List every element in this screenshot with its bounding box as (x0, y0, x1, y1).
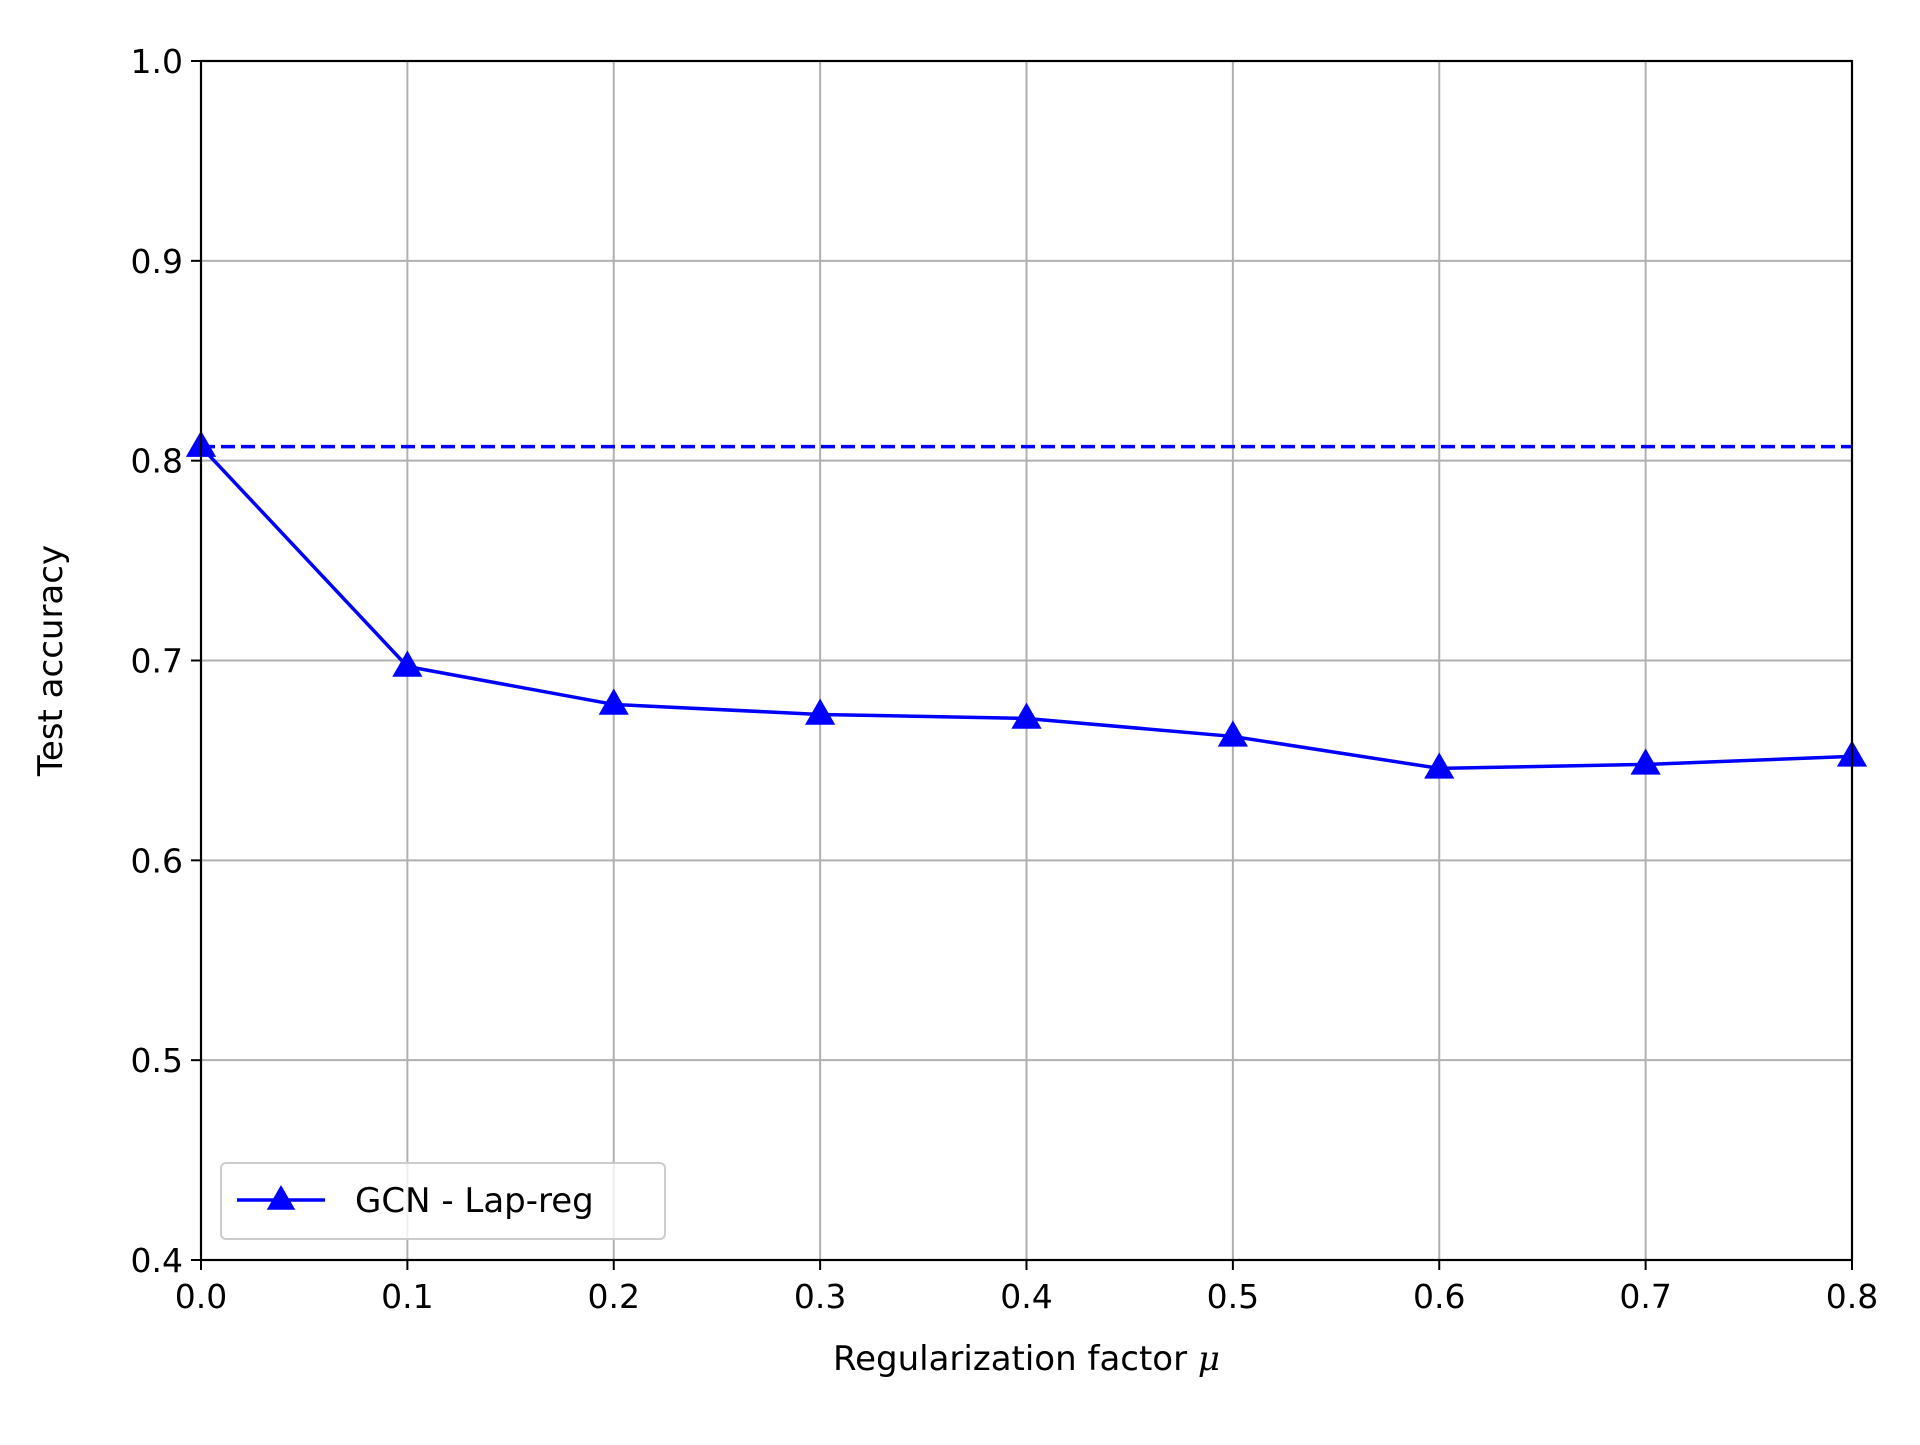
data-point (598, 688, 629, 715)
x-tick-label: 0.7 (1619, 1277, 1671, 1316)
legend: GCN - Lap-reg (220, 1162, 666, 1240)
data-point (1011, 702, 1042, 729)
y-tick-label: 0.6 (131, 841, 183, 880)
y-tick-label: 0.8 (131, 442, 183, 481)
data-point (1630, 748, 1661, 775)
x-tick-label: 0.4 (1000, 1277, 1052, 1316)
x-tick-label: 0.8 (1826, 1277, 1878, 1316)
y-tick-label: 1.0 (131, 42, 183, 81)
x-tick-label: 0.3 (794, 1277, 846, 1316)
legend-box (220, 1162, 666, 1240)
x-axis-label: Regularization factor μ (833, 1339, 1220, 1379)
y-tick-label: 0.4 (131, 1241, 183, 1280)
legend-marker-icon (266, 1185, 296, 1210)
x-tick-label: 0.1 (381, 1277, 433, 1316)
x-tick-label: 0.5 (1207, 1277, 1259, 1316)
x-axis-label-symbol: μ (1198, 1339, 1220, 1379)
x-tick-label: 0.6 (1413, 1277, 1465, 1316)
y-tick-label: 0.9 (131, 242, 183, 281)
y-axis-label: Test accuracy (31, 545, 71, 777)
y-tick-label: 0.7 (131, 642, 183, 681)
ticks: 0.0 0.1 0.2 0.3 0.4 0.5 0.6 0.7 0.8 0.4 0.5 0.6 0.7 0… (131, 42, 1879, 1316)
data-point (392, 650, 423, 677)
legend-label: GCN - Lap-reg (355, 1181, 594, 1221)
x-axis-label-text: Regularization factor (833, 1339, 1187, 1379)
data-point (1217, 720, 1248, 747)
x-tick-label: 0.0 (175, 1277, 227, 1316)
data-point (805, 698, 836, 725)
axis-labels: Regularization factor μ Test accuracy (31, 545, 1220, 1379)
data-point (1424, 752, 1455, 779)
x-tick-label: 0.2 (588, 1277, 640, 1316)
y-tick-label: 0.5 (131, 1041, 183, 1080)
